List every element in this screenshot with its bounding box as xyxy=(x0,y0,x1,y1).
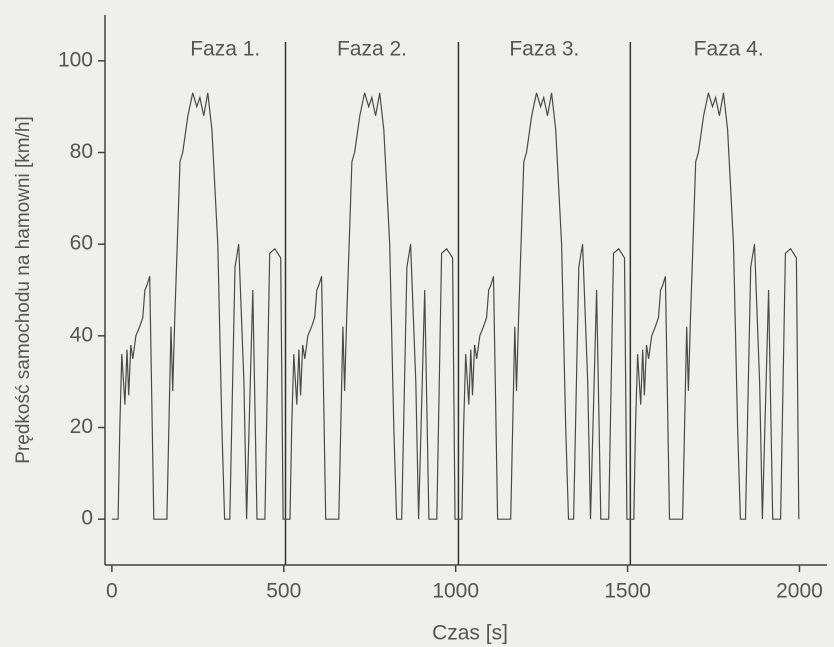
y-tick-label: 20 xyxy=(70,415,93,438)
y-tick-label: 40 xyxy=(70,323,93,346)
y-tick-label: 80 xyxy=(70,140,93,163)
y-tick-label: 0 xyxy=(81,507,93,530)
y-tick-label: 60 xyxy=(70,232,93,255)
x-tick-label: 0 xyxy=(106,580,118,603)
x-tick-label: 1000 xyxy=(432,580,479,603)
phase-label: Faza 1. xyxy=(190,38,260,61)
phase-label: Faza 2. xyxy=(337,38,407,61)
y-tick-label: 100 xyxy=(58,48,93,71)
x-tick-label: 1500 xyxy=(604,580,651,603)
speed-line xyxy=(111,92,800,520)
x-axis-label: Czas [s] xyxy=(432,622,508,645)
x-tick-label: 500 xyxy=(266,580,301,603)
y-axis-label: Prędkość samochodu na hamowni [km/h] xyxy=(13,116,34,463)
phase-label: Faza 4. xyxy=(694,38,764,61)
phase-label: Faza 3. xyxy=(509,38,579,61)
x-tick-label: 2000 xyxy=(776,580,823,603)
